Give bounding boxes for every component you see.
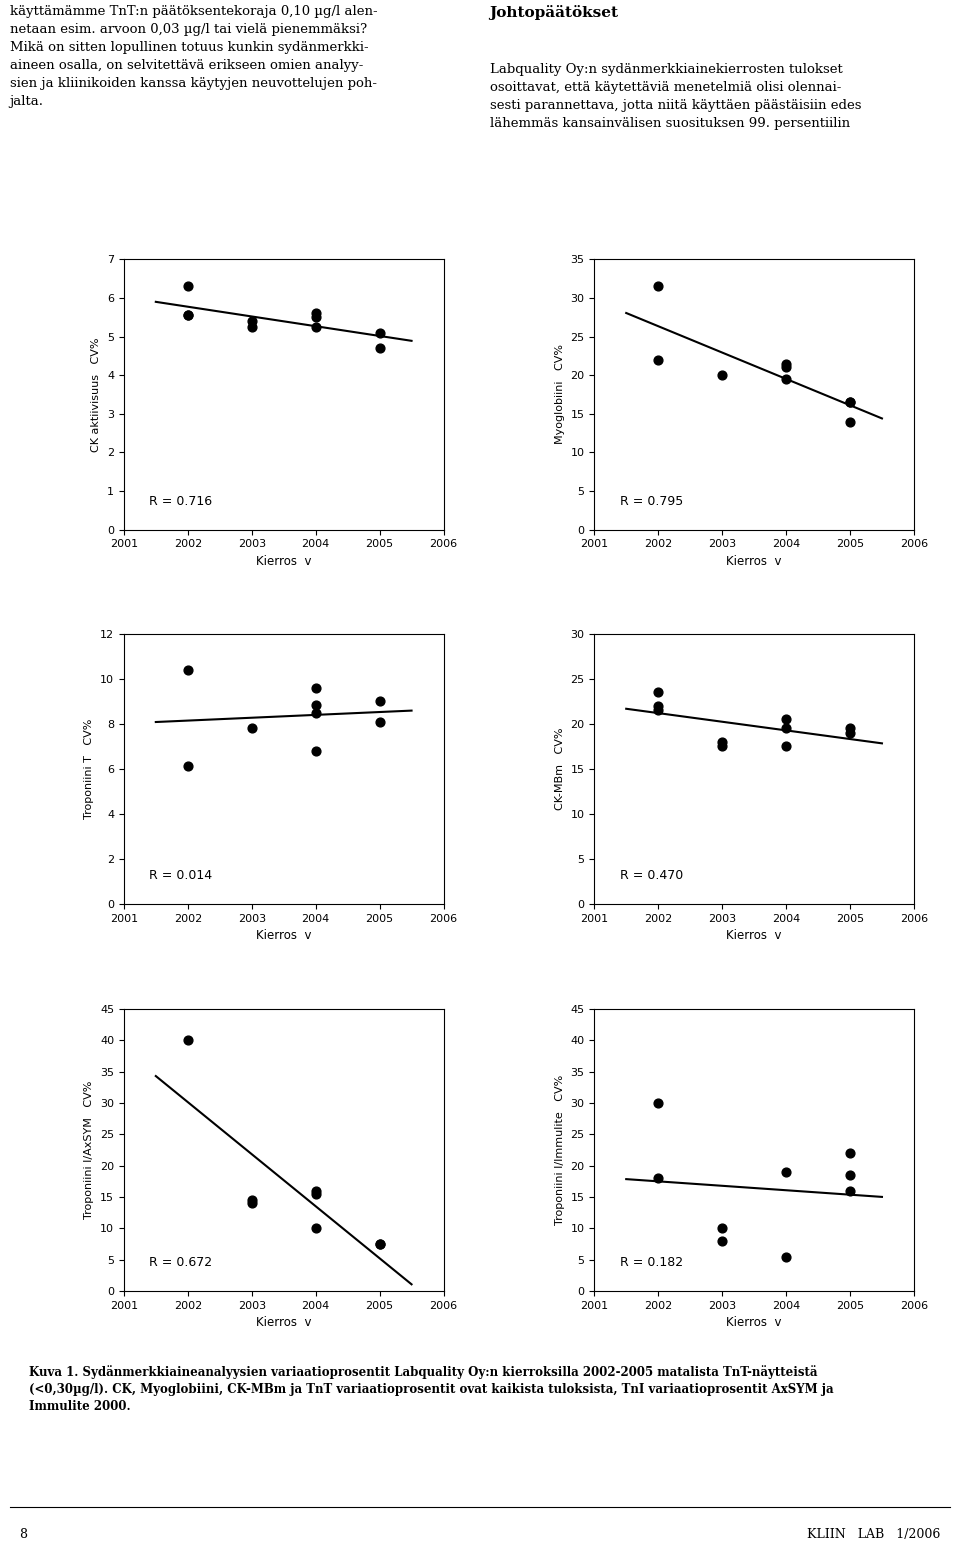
Point <box>308 1181 324 1206</box>
Point <box>244 1190 259 1215</box>
Text: 8: 8 <box>19 1529 27 1541</box>
Point <box>372 690 387 714</box>
Point <box>651 348 666 373</box>
Point <box>779 1245 794 1270</box>
Point <box>842 409 857 434</box>
Point <box>842 390 857 415</box>
Point <box>372 1232 387 1257</box>
Y-axis label: CK aktiivisuus   CV%: CK aktiivisuus CV% <box>91 337 102 452</box>
X-axis label: Kierros  v: Kierros v <box>727 930 781 942</box>
Y-axis label: Troponiini T   CV%: Troponiini T CV% <box>84 719 94 819</box>
Point <box>308 693 324 718</box>
Point <box>842 390 857 415</box>
Point <box>180 753 196 778</box>
Point <box>714 363 730 388</box>
Point <box>308 1215 324 1240</box>
Point <box>372 320 387 345</box>
Text: R = 0.795: R = 0.795 <box>620 495 684 509</box>
X-axis label: Kierros  v: Kierros v <box>727 1317 781 1329</box>
Point <box>714 1215 730 1240</box>
Point <box>842 1162 857 1187</box>
Point <box>308 700 324 725</box>
Point <box>308 738 324 763</box>
Point <box>244 315 259 340</box>
Text: KLIIN   LAB   1/2006: KLIIN LAB 1/2006 <box>807 1529 941 1541</box>
X-axis label: Kierros  v: Kierros v <box>256 1317 311 1329</box>
Text: käyttämämme TnT:n päätöksentekoraja 0,10 µg/l alen-
netaan esim. arvoon 0,03 µg/: käyttämämme TnT:n päätöksentekoraja 0,10… <box>10 5 377 108</box>
Point <box>779 356 794 381</box>
X-axis label: Kierros  v: Kierros v <box>727 555 781 568</box>
Point <box>180 303 196 328</box>
Point <box>308 675 324 700</box>
Point <box>714 730 730 755</box>
Point <box>308 301 324 326</box>
Point <box>308 304 324 329</box>
Point <box>714 1229 730 1254</box>
Y-axis label: Myoglobiini   CV%: Myoglobiini CV% <box>555 345 564 445</box>
Point <box>779 367 794 392</box>
Point <box>842 716 857 741</box>
Point <box>372 1232 387 1257</box>
X-axis label: Kierros  v: Kierros v <box>256 555 311 568</box>
Point <box>244 1187 259 1212</box>
Point <box>372 710 387 735</box>
Point <box>842 1178 857 1203</box>
Point <box>779 733 794 758</box>
Point <box>308 315 324 340</box>
Point <box>842 721 857 746</box>
Point <box>244 309 259 334</box>
Point <box>651 275 666 300</box>
Point <box>651 680 666 705</box>
Point <box>779 1159 794 1184</box>
Text: R = 0.672: R = 0.672 <box>150 1256 212 1268</box>
Point <box>651 697 666 722</box>
Point <box>180 303 196 328</box>
Point <box>779 707 794 732</box>
Point <box>779 351 794 376</box>
Point <box>180 275 196 300</box>
Point <box>714 733 730 758</box>
Point <box>651 1090 666 1115</box>
Y-axis label: Troponiini I/AxSYM   CV%: Troponiini I/AxSYM CV% <box>84 1081 94 1220</box>
Point <box>244 716 259 741</box>
Text: Kuva 1. Sydänmerkkiaineanalyysien variaatioprosentit Labquality Oy:n kierroksill: Kuva 1. Sydänmerkkiaineanalyysien variaa… <box>29 1365 833 1413</box>
Point <box>651 1165 666 1190</box>
Y-axis label: Troponiini I/Immulite   CV%: Troponiini I/Immulite CV% <box>555 1075 564 1225</box>
Text: R = 0.716: R = 0.716 <box>150 495 212 509</box>
Point <box>180 1028 196 1053</box>
Text: Labquality Oy:n sydänmerkkiainekierrosten tulokset
osoittavat, että käytettäviä : Labquality Oy:n sydänmerkkiainekierroste… <box>490 64 861 131</box>
Text: R = 0.470: R = 0.470 <box>620 869 684 883</box>
Point <box>180 657 196 682</box>
Point <box>842 1140 857 1165</box>
Point <box>779 716 794 741</box>
Text: R = 0.182: R = 0.182 <box>620 1256 683 1268</box>
Point <box>372 335 387 360</box>
Point <box>651 693 666 718</box>
Y-axis label: CK-MBm   CV%: CK-MBm CV% <box>555 727 564 810</box>
Point <box>308 1178 324 1203</box>
Text: Johtopäätökset: Johtopäätökset <box>490 5 618 20</box>
X-axis label: Kierros  v: Kierros v <box>256 930 311 942</box>
Text: R = 0.014: R = 0.014 <box>150 869 212 883</box>
